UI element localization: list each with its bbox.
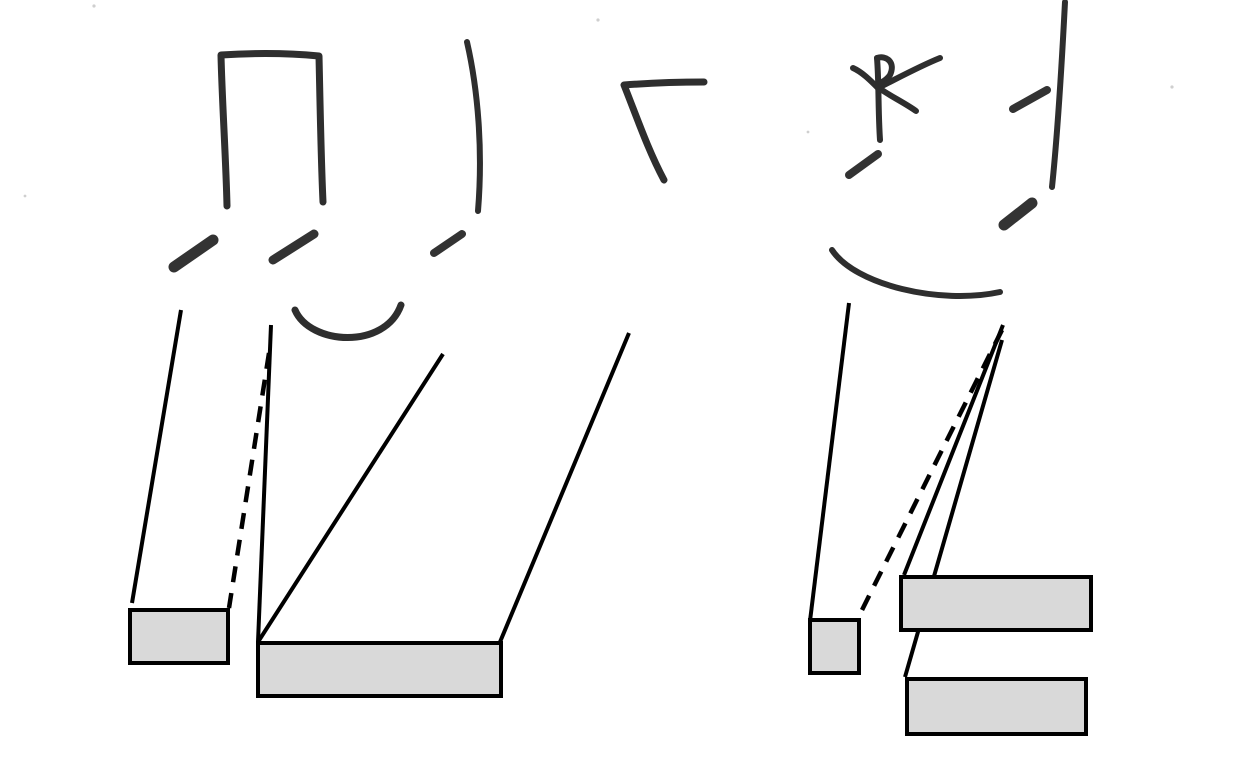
small-box-left bbox=[128, 608, 230, 665]
glyph-vertical-stroke bbox=[1049, 0, 1068, 190]
glyph-smile-arc-right bbox=[829, 247, 1003, 299]
glyph-pi-shape bbox=[217, 50, 327, 210]
tone-ticks-left bbox=[168, 229, 466, 273]
wide-box-right-lower bbox=[905, 677, 1088, 736]
connector-right-dashed-line bbox=[855, 328, 1005, 620]
wide-box-right-upper bbox=[899, 575, 1093, 632]
glyph-smile-arc-left bbox=[291, 301, 405, 341]
wide-box-left bbox=[256, 641, 503, 698]
connector-wide-left-right-line bbox=[498, 332, 631, 643]
connector-wide-left-diag-line bbox=[256, 352, 445, 644]
connector-right-upper-line bbox=[902, 324, 1005, 576]
glyph-right-parenthesis bbox=[464, 39, 483, 214]
paper-specks bbox=[23, 4, 1174, 198]
tone-ticks-right bbox=[845, 86, 1051, 231]
boxes bbox=[128, 575, 1093, 736]
connector-left-outer-line bbox=[130, 309, 183, 604]
connector-right-outer-line bbox=[808, 302, 851, 622]
glyph-star-figure bbox=[850, 54, 943, 143]
connector-wide-left-vertical-line bbox=[256, 324, 273, 643]
connectors bbox=[130, 302, 1005, 678]
small-box-right bbox=[808, 618, 861, 675]
glyph-corner-mark bbox=[620, 78, 708, 184]
